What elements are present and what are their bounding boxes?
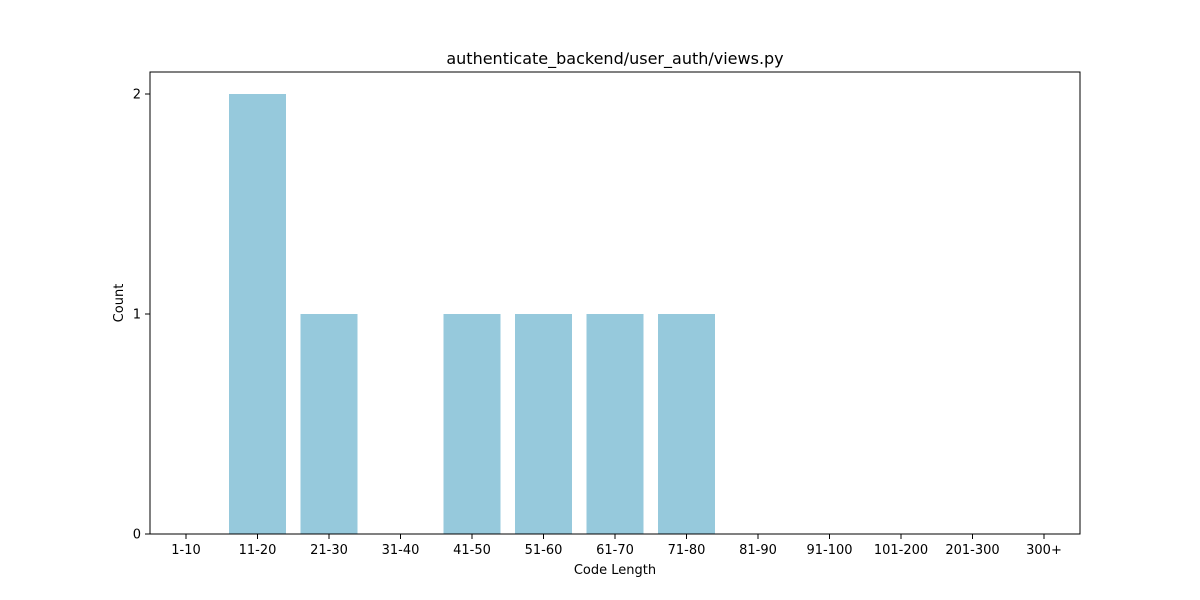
y-tick-label: 2 bbox=[133, 88, 141, 103]
x-tick-label: 81-90 bbox=[739, 543, 777, 558]
bar bbox=[515, 314, 572, 534]
bar bbox=[658, 314, 715, 534]
x-tick-label: 201-300 bbox=[945, 543, 999, 558]
x-tick-label: 51-60 bbox=[525, 543, 563, 558]
chart-title: authenticate_backend/user_auth/views.py bbox=[446, 49, 783, 69]
y-axis-title: Count bbox=[112, 284, 127, 323]
bar bbox=[229, 94, 286, 534]
bar bbox=[443, 314, 501, 534]
x-tick-label: 61-70 bbox=[596, 543, 634, 558]
x-axis-title: Code Length bbox=[574, 563, 656, 578]
x-tick-label: 41-50 bbox=[453, 543, 491, 558]
x-tick-label: 101-200 bbox=[874, 543, 928, 558]
ticks-layer: 1-10 11-20 21-30 31-40 41-50 51-60 61-70 71-80 8… bbox=[133, 88, 1062, 559]
x-tick-label: 300+ bbox=[1026, 543, 1062, 558]
plot-frame bbox=[149, 71, 1081, 535]
x-tick-label: 91-100 bbox=[806, 543, 852, 558]
x-tick-label: 31-40 bbox=[382, 543, 420, 558]
y-tick-label: 1 bbox=[133, 308, 141, 323]
x-tick-label: 11-20 bbox=[239, 543, 277, 558]
bars-layer bbox=[229, 94, 715, 534]
x-tick-label: 21-30 bbox=[310, 543, 348, 558]
y-tick-label: 0 bbox=[133, 528, 141, 543]
bar bbox=[300, 314, 358, 534]
bar bbox=[586, 314, 644, 534]
x-tick-label: 71-80 bbox=[668, 543, 706, 558]
x-tick-label: 1-10 bbox=[171, 543, 201, 558]
